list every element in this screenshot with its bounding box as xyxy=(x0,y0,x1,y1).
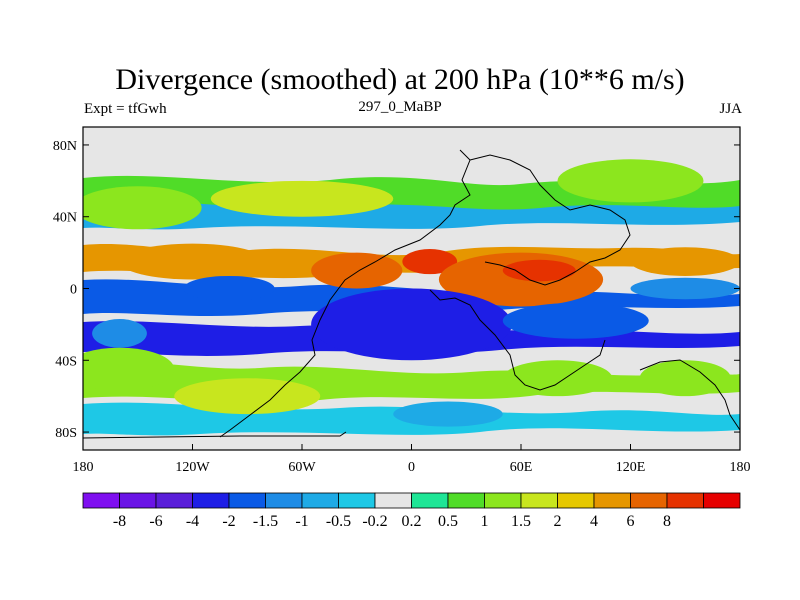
colorbar-swatch-11 xyxy=(484,492,522,509)
colorbar-swatch-1 xyxy=(119,492,157,509)
anomaly-blob-2 xyxy=(119,243,266,280)
anomaly-blob-14 xyxy=(83,347,175,391)
colorbar-swatch-0 xyxy=(82,492,120,509)
coastline-antarctica xyxy=(83,431,347,439)
coastlines xyxy=(83,149,740,439)
anomaly-blob-6 xyxy=(502,259,576,282)
anomaly-blob-4 xyxy=(402,249,458,275)
colorbar-label-2: -4 xyxy=(186,513,199,530)
colorbar-swatch-9 xyxy=(411,492,449,509)
colorbar-label-12: 2 xyxy=(554,513,562,530)
colorbar-label-13: 4 xyxy=(590,513,598,530)
lon-tick-label-0: 180 xyxy=(73,460,94,475)
anomaly-blob-13 xyxy=(183,275,275,302)
colorbar-label-4: -1.5 xyxy=(253,513,278,530)
colorbar-label-5: -1 xyxy=(295,513,308,530)
colorbar-swatch-17 xyxy=(703,492,741,509)
anomaly-blob-0 xyxy=(83,186,202,230)
anomaly-blob-15 xyxy=(502,360,613,397)
anomaly-blob-18 xyxy=(174,378,321,415)
colorbar-swatch-5 xyxy=(265,492,303,509)
lat-tick-label-2: 0 xyxy=(70,283,77,298)
colorbar-swatch-13 xyxy=(557,492,595,509)
colorbar-swatch-10 xyxy=(447,492,485,509)
lat-tick-label-1: 40N xyxy=(53,211,77,226)
lon-tick-label-1: 120W xyxy=(175,460,210,475)
colorbar-label-11: 1.5 xyxy=(511,513,531,530)
anomaly-blob-10 xyxy=(311,288,512,361)
lat-tick-label-4: 80S xyxy=(55,426,77,441)
colorbar-label-3: -2 xyxy=(222,513,235,530)
lon-tick-label-3: 0 xyxy=(408,460,415,475)
lon-tick-label-6: 180 xyxy=(730,460,751,475)
anomaly-blob-12 xyxy=(630,277,740,300)
colorbar: -8 -6 -4 -2 -1.5 -1 -0.5 -0.2 0.2 0.5 1 1.5 2 4 6 8 xyxy=(82,492,741,530)
coastline-americas xyxy=(219,149,471,438)
coastline-australia xyxy=(639,359,740,431)
colorbar-swatch-14 xyxy=(593,492,631,509)
anomaly-blob-17 xyxy=(393,401,503,427)
season-label: JJA xyxy=(719,101,742,117)
lon-tick-label-5: 120E xyxy=(616,460,646,475)
experiment-label: Expt = tfGwh xyxy=(84,101,167,117)
coastline-africa xyxy=(429,289,606,391)
longitude-axis: 180 120W 60W 0 60E 120E 180 xyxy=(73,444,751,475)
colorbar-label-9: 0.5 xyxy=(438,513,458,530)
colorbar-swatch-8 xyxy=(374,492,412,509)
anomaly-blob-8 xyxy=(557,159,704,203)
colorbar-label-15: 8 xyxy=(663,513,671,530)
lon-tick-label-4: 60E xyxy=(510,460,533,475)
lon-tick-label-2: 60W xyxy=(288,460,316,475)
anomaly-blob-11 xyxy=(502,302,649,339)
coastline-eurasia xyxy=(469,154,631,286)
anomaly-blob-1 xyxy=(210,180,394,217)
colorbar-swatch-7 xyxy=(338,492,376,509)
colorbar-label-8: 0.2 xyxy=(402,513,422,530)
anomaly-blob-3 xyxy=(311,252,403,289)
colorbar-swatch-12 xyxy=(520,492,558,509)
colorbar-label-10: 1 xyxy=(481,513,489,530)
colorbar-swatch-3 xyxy=(192,492,230,509)
page-title: Divergence (smoothed) at 200 hPa (10**6 … xyxy=(115,63,685,96)
colorbar-swatch-6 xyxy=(301,492,339,509)
colorbar-swatch-15 xyxy=(630,492,668,509)
colorbar-swatch-4 xyxy=(228,492,266,509)
lat-tick-label-0: 80N xyxy=(53,139,77,154)
colorbar-label-6: -0.5 xyxy=(326,513,351,530)
colorbar-swatch-16 xyxy=(666,492,704,509)
colorbar-label-0: -8 xyxy=(113,513,126,530)
anomaly-blob-9 xyxy=(92,319,147,348)
colorbar-label-14: 6 xyxy=(627,513,635,530)
anomaly-blob-7 xyxy=(630,247,740,276)
anomaly-blob-16 xyxy=(639,360,731,397)
colorbar-swatch-2 xyxy=(155,492,193,509)
colorbar-label-7: -0.2 xyxy=(362,513,387,530)
lat-tick-label-3: 40S xyxy=(55,354,77,369)
timeslice-label: 297_0_MaBP xyxy=(358,99,442,115)
latitude-axis: 80N 40N 0 40S 80S xyxy=(53,139,740,441)
colorbar-label-1: -6 xyxy=(149,513,162,530)
